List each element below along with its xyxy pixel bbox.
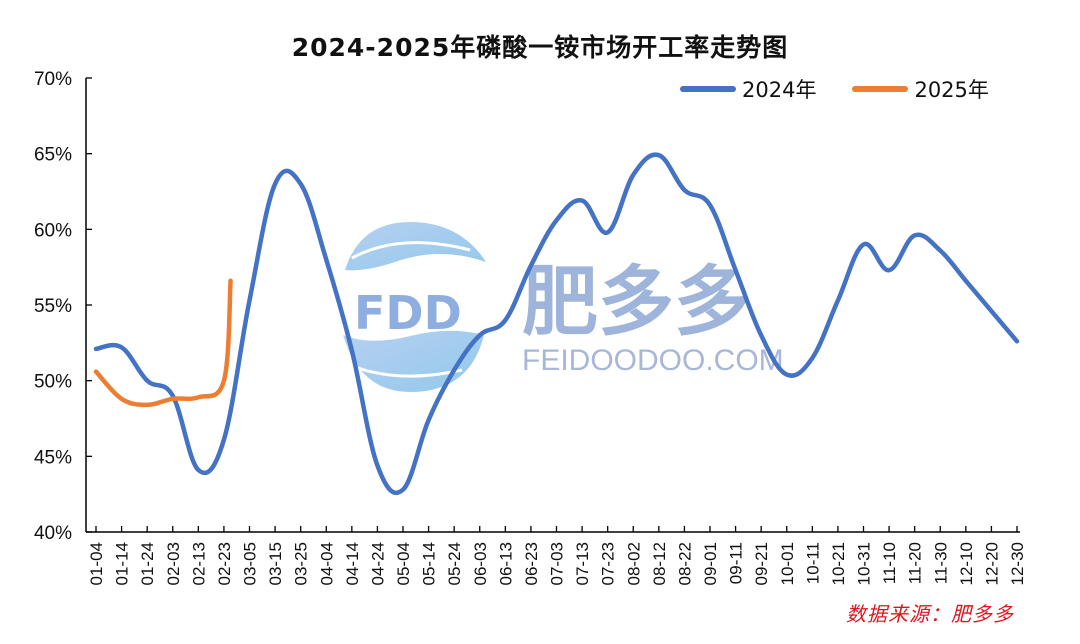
series-lines (93, 152, 1020, 496)
fdd-logo-icon: FDD (343, 222, 486, 392)
x-tick-label: 01-04 (87, 542, 106, 585)
legend-label-2024: 2024年 (742, 78, 817, 102)
x-tick-label: 08-12 (650, 542, 669, 585)
x-tick-label: 03-25 (292, 542, 311, 585)
series-2024-line (93, 152, 1020, 496)
x-tick-label: 02-13 (189, 542, 208, 585)
y-tick-label: 55% (34, 296, 72, 317)
x-tick-label: 10-01 (778, 542, 797, 585)
x-tick-label: 12-10 (957, 542, 976, 585)
x-tick-label: 09-01 (701, 542, 720, 585)
x-tick-label: 02-03 (164, 542, 183, 585)
x-tick-label: 11-30 (931, 542, 950, 584)
x-tick-label: 10-31 (855, 542, 874, 585)
legend: 2024年 2025年 (680, 74, 989, 104)
y-tick-label: 65% (34, 145, 72, 166)
x-tick-label: 11-10 (880, 542, 899, 584)
chart-title: 2024-2025年磷酸一铵市场开工率走势图 (291, 33, 789, 62)
x-tick-label: 09-21 (752, 542, 771, 585)
x-tick-label: 02-23 (215, 542, 234, 585)
x-tick-label: 04-24 (368, 542, 387, 585)
x-tick-label: 03-05 (241, 542, 260, 585)
legend-label-2025: 2025年 (914, 78, 989, 102)
watermark: FDD 肥多多 FEIDOODOO.COM (343, 222, 784, 392)
x-tick-label: 01-14 (113, 542, 132, 585)
watermark-logo-text: FDD (354, 286, 462, 340)
legend-item-2025[interactable]: 2025年 (852, 74, 989, 104)
series-2025-line (93, 278, 233, 408)
y-tick-label: 60% (34, 220, 72, 241)
x-axis: 01-04 01-14 01-24 02-03 02-13 02-23 03-05 03-15… (86, 526, 1027, 585)
x-tick-label: 06-03 (471, 542, 490, 585)
y-tick-label: 40% (34, 523, 72, 544)
legend-swatch-2024 (680, 86, 736, 92)
watermark-en-text: FEIDOODOO.COM (522, 344, 784, 377)
x-tick-label: 05-14 (420, 542, 439, 585)
x-tick-label: 05-24 (445, 542, 464, 585)
x-tick-label: 04-14 (343, 542, 362, 585)
x-tick-label: 04-04 (317, 542, 336, 585)
x-tick-label: 10-11 (803, 542, 822, 584)
x-tick-label: 10-21 (829, 542, 848, 585)
x-tick-label: 07-23 (599, 542, 618, 585)
x-tick-label: 12-30 (1008, 542, 1027, 585)
x-tick-label: 12-20 (982, 542, 1001, 585)
x-tick-label: 07-13 (573, 542, 592, 585)
x-tick-label: 06-23 (522, 542, 541, 585)
y-axis: 40% 45% 50% 55% 60% 65% 70% (34, 69, 92, 544)
y-tick-label: 50% (34, 372, 72, 393)
watermark-cn-text: 肥多多 (522, 257, 750, 346)
y-tick-label: 70% (34, 69, 72, 90)
x-tick-label: 05-04 (394, 542, 413, 585)
data-source-note: 数据来源：肥多多 (846, 602, 1014, 626)
x-tick-label: 03-15 (266, 542, 285, 585)
x-tick-label: 08-22 (675, 542, 694, 585)
x-tick-label: 01-24 (138, 542, 157, 585)
y-tick-label: 45% (34, 447, 72, 468)
x-tick-label: 11-20 (906, 542, 925, 584)
x-tick-label: 07-03 (548, 542, 567, 585)
legend-item-2024[interactable]: 2024年 (680, 74, 816, 104)
x-tick-label: 09-11 (727, 542, 746, 584)
x-tick-label: 08-02 (624, 542, 643, 585)
legend-swatch-2025 (852, 86, 909, 92)
x-tick-label: 06-13 (496, 542, 515, 585)
